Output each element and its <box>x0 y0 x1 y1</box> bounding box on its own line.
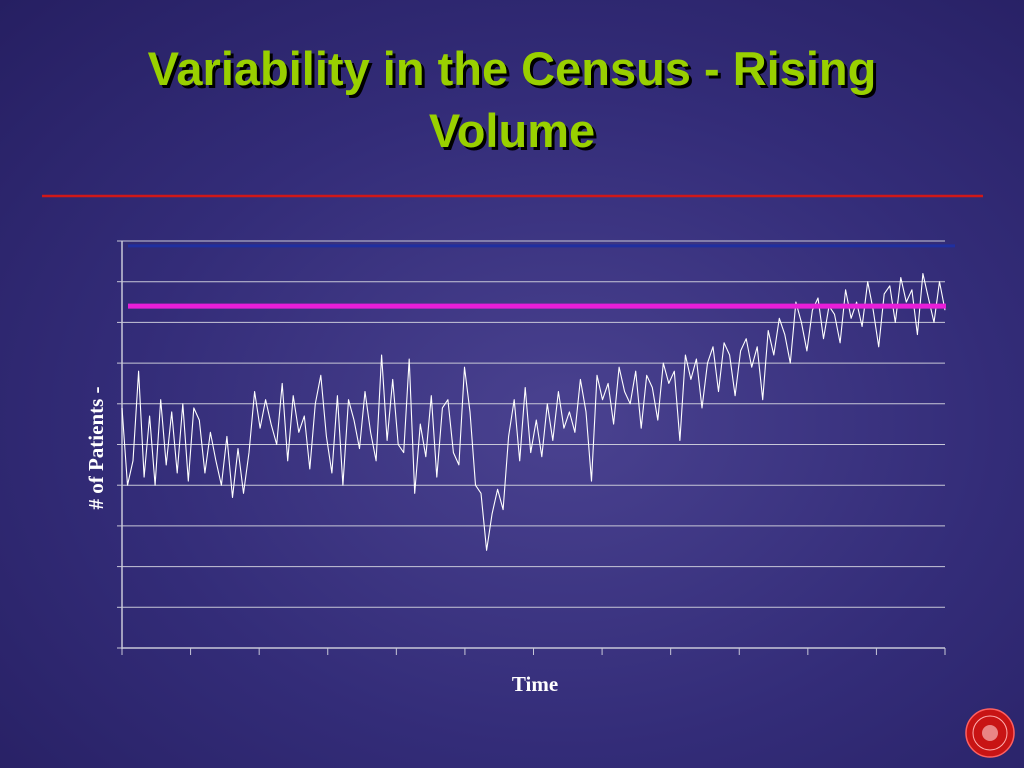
census-line <box>121 273 946 551</box>
x-axis-label: Time <box>512 672 558 696</box>
logo <box>965 708 1015 758</box>
y-axis-label: # of Patients - <box>84 386 108 509</box>
slide-title: Variability in the Census - Rising Volum… <box>147 42 877 157</box>
